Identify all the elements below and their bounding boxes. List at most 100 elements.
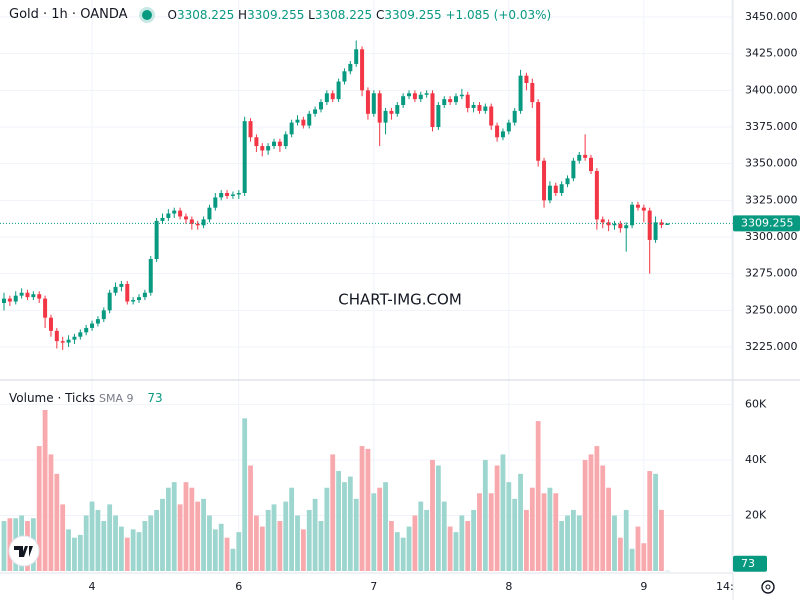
volume-bar — [353, 498, 359, 571]
candle-body — [225, 193, 230, 196]
volume-bar — [89, 501, 95, 571]
x-tick-label: 8 — [505, 580, 512, 593]
volume-bar — [635, 526, 641, 571]
candle-body — [207, 207, 212, 220]
candle-body — [500, 131, 505, 138]
volume-bar — [477, 493, 482, 571]
volume-bar — [77, 534, 83, 571]
candle-body — [342, 71, 347, 82]
volume-bar — [295, 515, 300, 571]
ohlc-label: O — [167, 7, 177, 22]
volume-tag — [733, 555, 767, 572]
volume-bar — [347, 476, 353, 571]
price-tag-label: 3309.255 — [741, 216, 794, 229]
candle-body — [172, 210, 177, 214]
candle-body — [630, 204, 635, 226]
open-value: 3308.225 — [176, 7, 235, 22]
volume-bar — [371, 493, 377, 571]
candle-body — [430, 93, 435, 128]
plot-area: 4 6 7 8 9 14:00 — [0, 40, 748, 593]
candle-body — [612, 223, 617, 226]
volume-bar — [124, 537, 130, 571]
candle-body — [90, 323, 95, 328]
candle-body — [600, 219, 605, 223]
volume-bar — [641, 543, 647, 571]
volume-bar — [424, 509, 430, 571]
volume-bar — [42, 409, 48, 571]
candle-body — [37, 294, 42, 299]
candle-body — [465, 94, 470, 108]
candle-body — [524, 75, 529, 84]
volume-bar — [1, 521, 7, 571]
candle-body — [407, 93, 412, 97]
volume-bar — [629, 548, 635, 571]
candle-body — [43, 298, 48, 318]
volume-bar — [576, 515, 582, 571]
y-tick-label: 3225.000 — [745, 340, 798, 353]
sma-value: 73 — [147, 391, 163, 405]
volume-bar — [212, 529, 218, 571]
candle-body — [254, 137, 259, 147]
candle-body — [395, 105, 400, 114]
volume-bar — [277, 521, 283, 571]
candle-body — [653, 222, 658, 240]
volume-bar — [588, 454, 594, 571]
candle-body — [154, 220, 159, 260]
candle-body — [248, 121, 253, 138]
volume-bar — [529, 487, 535, 571]
candle-body — [66, 339, 71, 343]
candle-body — [54, 330, 59, 342]
volume-title: Volume · Ticks — [9, 391, 96, 405]
volume-tick-label: 20K — [745, 508, 767, 521]
candle-body — [412, 93, 417, 100]
candle-body — [348, 63, 353, 72]
candle-body — [113, 286, 118, 293]
volume-bar — [48, 454, 54, 571]
volume-bar — [95, 509, 101, 571]
candle-body — [178, 210, 183, 217]
y-tick-label: 3350.000 — [745, 157, 798, 170]
candle-body — [324, 93, 329, 103]
volume-bar — [207, 515, 212, 571]
candle-body — [641, 207, 646, 211]
candle-body — [84, 327, 89, 333]
volume-bar — [647, 471, 653, 571]
y-tick-label: 3275.000 — [745, 267, 798, 280]
volume-bar — [318, 521, 324, 571]
volume-bar — [171, 482, 177, 571]
ohlc: O3308.225 H3309.255 L3308.225 C3309.255 … — [168, 8, 552, 22]
volume-bar — [606, 487, 612, 571]
volume-bar — [623, 509, 629, 571]
volume-bar — [494, 465, 500, 571]
candle-body — [594, 171, 599, 220]
candle-body — [13, 295, 18, 302]
candle-body — [401, 96, 406, 106]
volume-bar — [324, 487, 330, 571]
candle-body — [318, 102, 323, 110]
candle-body — [2, 298, 6, 304]
volume-bar — [653, 473, 658, 571]
candle-body — [442, 99, 447, 106]
ohlc-label: C — [375, 7, 385, 22]
candle-body — [72, 336, 77, 340]
y-tick-label: 3325.000 — [745, 193, 798, 206]
y-tick-label: 3425.000 — [745, 47, 798, 60]
status-dot — [141, 9, 152, 20]
candle-body — [606, 222, 611, 226]
price-tag — [733, 215, 800, 232]
volume-bar — [389, 521, 394, 571]
volume-bar — [394, 532, 400, 571]
candle-body — [371, 93, 376, 114]
volume-bar — [512, 498, 518, 571]
axes: 3225.000 3250.000 3275.000 3300.000 3325.000… — [733, 10, 800, 572]
candle-body — [219, 193, 224, 198]
candle-body — [448, 99, 453, 103]
volume-bar — [60, 504, 66, 571]
settings-icon[interactable] — [761, 580, 775, 594]
volume-bar — [441, 501, 447, 571]
candle-body — [418, 94, 423, 100]
candle-body — [131, 300, 136, 302]
x-tick-label: 14:00 — [716, 580, 748, 593]
volume-bar — [524, 509, 529, 571]
volume-bar — [183, 482, 189, 571]
